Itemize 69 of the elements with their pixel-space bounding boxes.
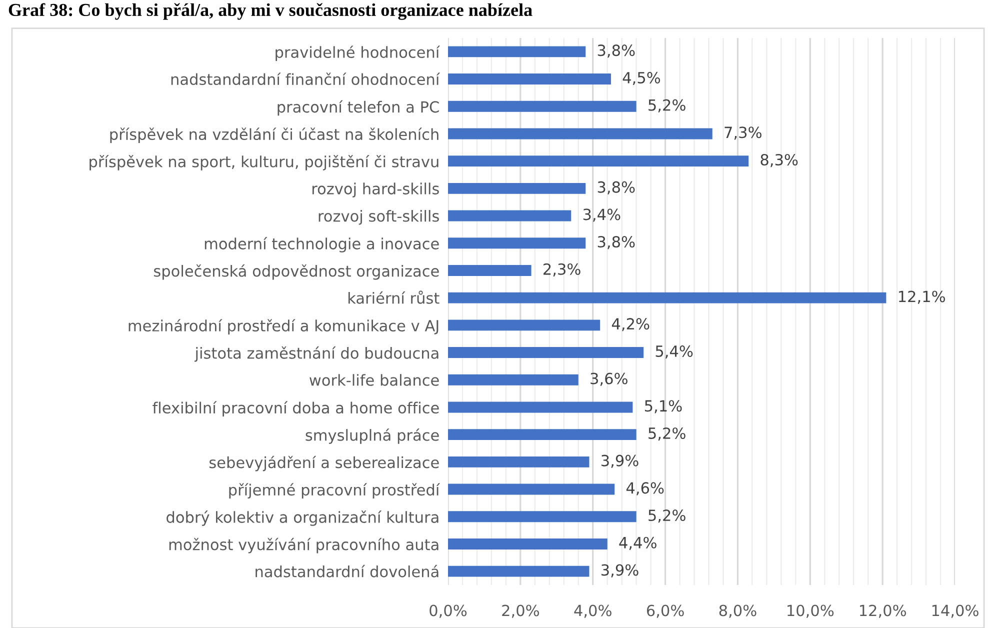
bar: [448, 265, 532, 276]
x-tick-label: 14,0%: [932, 604, 978, 618]
bar: [448, 74, 611, 84]
x-tick-label: 12,0%: [860, 604, 906, 618]
bar: [448, 511, 636, 522]
data-label: 7,3%: [724, 126, 762, 140]
bar: [448, 429, 636, 440]
bar: [448, 374, 578, 386]
data-label: 8,3%: [760, 154, 798, 168]
y-tick-label: nadstandardní finanční ohodnocení: [171, 72, 440, 86]
y-tick-label: příjemné pracovní prostředí: [229, 483, 440, 499]
y-tick-label: rozvoj hard-skills: [312, 182, 439, 198]
x-tick-label: 6,0%: [646, 604, 684, 618]
y-tick-label: jistota zaměstnání do budoucna: [194, 346, 438, 362]
data-label: 4,6%: [626, 482, 664, 496]
data-label: 5,4%: [656, 345, 693, 359]
x-tick-label: 0,0%: [430, 604, 467, 618]
y-tick-label: pravidelné hodnocení: [276, 46, 440, 61]
x-tick-label: 10,0%: [788, 604, 834, 618]
bar: [448, 566, 590, 577]
data-label: 2,3%: [544, 263, 580, 276]
bar: [448, 238, 586, 249]
data-label: 3,8%: [598, 181, 635, 194]
y-tick-label: work-life balance: [310, 374, 439, 386]
bar: [448, 320, 600, 331]
y-tick-label: mezinárodní prostředí a komunikace v AJ: [128, 319, 438, 334]
data-label: 3,8%: [598, 44, 635, 58]
bar: [448, 46, 586, 58]
y-tick-label: rozvoj soft-skills: [318, 210, 439, 225]
x-tick-label: 4,0%: [574, 604, 612, 618]
y-tick-label: sebevyjádření a seberealizace: [209, 456, 439, 472]
y-tick-label: společenská odpovědnost organizace: [154, 264, 439, 280]
bar: [448, 484, 615, 495]
data-label: 4,4%: [619, 536, 656, 550]
bar: [448, 156, 749, 167]
bar: [448, 347, 644, 358]
data-label: 5,2%: [648, 99, 686, 112]
y-tick-label: smysluplná práce: [306, 428, 439, 444]
y-tick-label: moderní technologie a inovace: [204, 237, 439, 252]
data-label: 3,4%: [583, 208, 620, 222]
y-tick-label: nadstandardní dovolená: [256, 564, 438, 578]
y-tick-label: dobrý kolektiv a organizační kultura: [166, 510, 438, 526]
data-label: 4,2%: [612, 318, 650, 332]
data-label: 3,6%: [590, 372, 628, 386]
data-label: 3,9%: [602, 564, 638, 578]
x-tick-label: 2,0%: [502, 604, 539, 618]
data-label: 5,1%: [644, 400, 682, 414]
data-label: 4,5%: [622, 72, 660, 86]
y-tick-label: příspěvek na sport, kulturu, pojištění či stravu: [90, 154, 438, 170]
bar: [448, 456, 590, 468]
bar: [448, 100, 636, 112]
y-tick-label: flexibilní pracovní doba a home office: [152, 401, 439, 417]
data-label: 12,1%: [898, 290, 945, 304]
y-tick-label: pracovní telefon a PC: [278, 100, 439, 116]
bar: [448, 538, 608, 550]
y-tick-label: možnost využívání pracovního auta: [169, 538, 438, 554]
text: Graf 38: Co bych si přál/a, aby mi v současnosti organizace nabízela: [8, 3, 532, 20]
data-label: 3,8%: [598, 236, 635, 250]
bar: [448, 128, 712, 140]
x-tick-label: 8,0%: [719, 604, 756, 618]
data-label: 3,9%: [602, 454, 638, 468]
bar: [448, 210, 572, 222]
data-label: 5,2%: [648, 427, 686, 441]
bar: [448, 182, 586, 194]
y-tick-label: příspěvek na vzdělání či účast na školeních: [110, 128, 438, 144]
bar: [448, 402, 633, 413]
data-label: 5,2%: [648, 510, 686, 523]
y-tick-label: kariérní růst: [348, 290, 440, 304]
bar: [448, 292, 886, 304]
